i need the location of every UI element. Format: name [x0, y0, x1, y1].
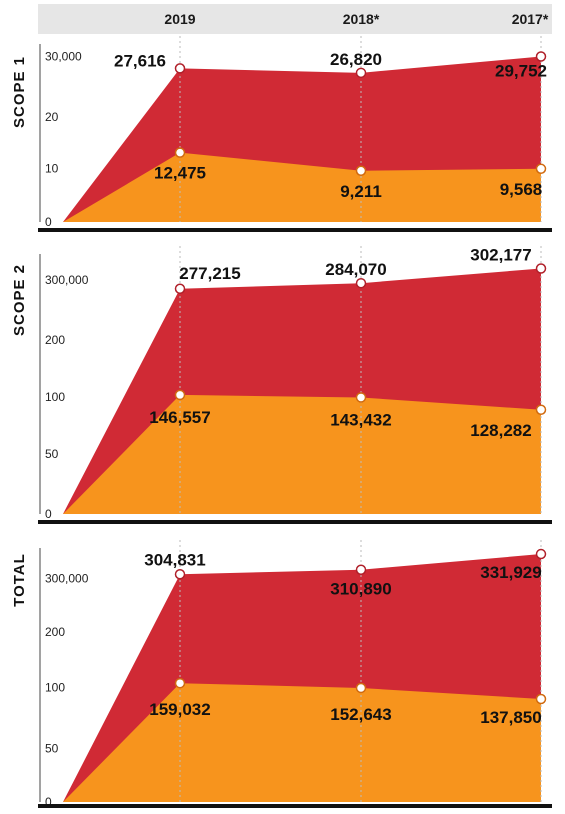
data-point-marker [174, 147, 186, 158]
panel-title: TOTAL [11, 553, 28, 607]
y-tick-label: 10 [45, 162, 59, 176]
data-label: 159,032 [149, 700, 210, 719]
data-label: 128,282 [470, 421, 531, 440]
data-point-marker [535, 51, 547, 62]
data-point-marker [174, 569, 186, 580]
y-tick-label: 100 [45, 681, 65, 695]
panel-divider [38, 804, 552, 808]
y-tick-label: 300,000 [45, 273, 89, 287]
data-label: 12,475 [154, 164, 206, 183]
y-tick-label: 0 [45, 215, 52, 229]
data-label: 302,177 [470, 245, 531, 264]
y-tick-label: 300,000 [45, 571, 89, 585]
data-point-marker [535, 263, 547, 274]
data-point-marker [355, 67, 367, 79]
y-tick-label: 200 [45, 625, 65, 639]
y-tick-label: 200 [45, 333, 65, 347]
data-label: 143,432 [330, 410, 391, 429]
data-label: 277,215 [179, 264, 240, 283]
data-point-marker [535, 548, 547, 560]
year-header-bar [38, 4, 552, 34]
data-point-marker [535, 693, 547, 705]
y-tick-label: 100 [45, 390, 65, 404]
y-tick-label: 20 [45, 110, 59, 124]
data-point-marker [355, 392, 367, 403]
data-label: 26,820 [330, 50, 382, 69]
lower-area [63, 683, 541, 802]
data-point-marker [174, 389, 186, 401]
data-label: 304,831 [144, 550, 205, 569]
data-label: 9,568 [500, 180, 543, 199]
data-label: 9,211 [340, 182, 382, 201]
y-tick-label: 50 [45, 447, 59, 461]
data-label: 27,616 [114, 51, 166, 70]
year-header-2018: 2018* [343, 11, 380, 27]
y-tick-label: 50 [45, 742, 59, 756]
y-tick-label: 0 [45, 795, 52, 809]
panel-divider [38, 228, 552, 232]
data-point-marker [535, 404, 547, 416]
data-label: 152,643 [330, 705, 391, 724]
y-tick-label: 30,000 [45, 49, 82, 63]
chart-panels: 0 10 20 30,000 SCOPE 1 27,616 26,820 29,752 12,4… [11, 36, 552, 809]
data-point-marker [174, 677, 186, 689]
lower-area [63, 394, 541, 514]
year-header-2017: 2017* [512, 11, 549, 27]
data-point-marker [535, 163, 547, 175]
data-label: 331,929 [480, 563, 541, 582]
data-point-marker [355, 277, 367, 289]
data-label: 137,850 [480, 708, 541, 727]
panel-title: SCOPE 2 [11, 264, 28, 336]
data-label: 29,752 [495, 62, 547, 81]
lower-area [63, 152, 541, 222]
data-label: 146,557 [149, 408, 210, 427]
year-header-2019: 2019 [164, 11, 195, 27]
y-tick-label: 0 [45, 507, 52, 521]
data-label: 310,890 [330, 580, 391, 599]
data-point-marker [174, 283, 186, 295]
data-point-marker [174, 63, 186, 74]
data-point-marker [355, 165, 367, 177]
data-point-marker [355, 564, 367, 575]
panel-title: SCOPE 1 [11, 56, 28, 128]
data-label: 284,070 [325, 260, 386, 279]
panel-divider [38, 520, 552, 524]
data-point-marker [355, 682, 367, 694]
